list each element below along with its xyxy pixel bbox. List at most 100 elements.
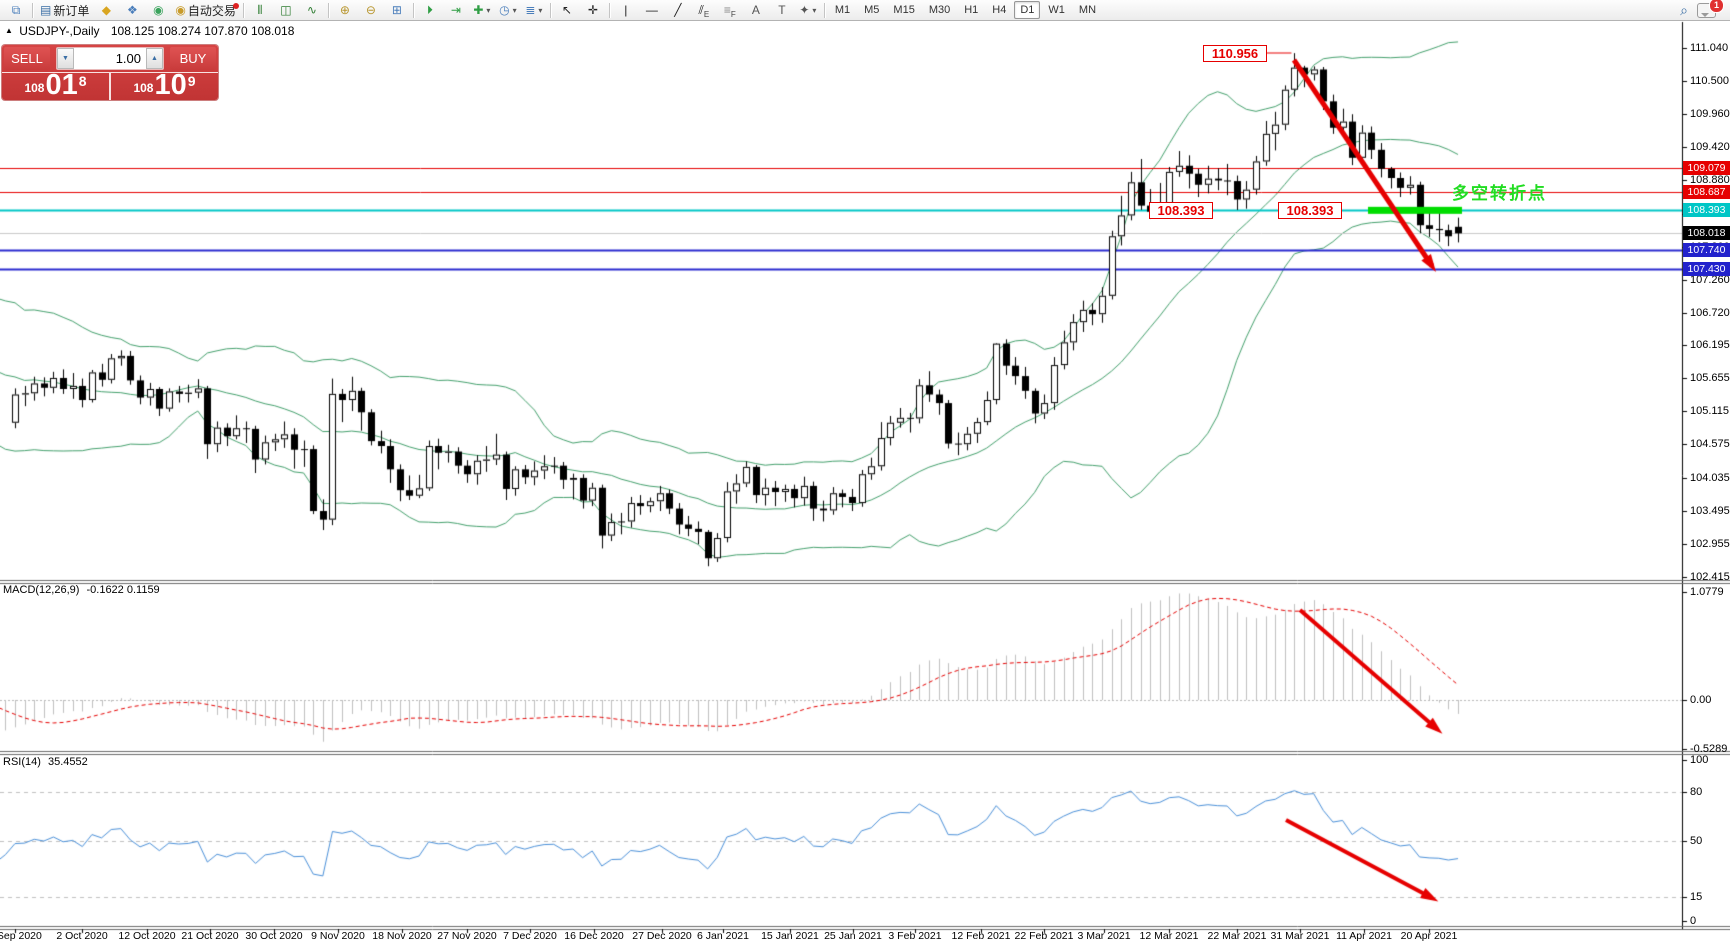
vertical-line-icon[interactable]: |	[614, 1, 638, 20]
sell-button[interactable]: SELL	[4, 47, 50, 70]
toolbar-separator	[32, 2, 33, 18]
rsi-scale-label: 80	[1690, 786, 1703, 799]
date-axis-label: 7 Dec 2020	[503, 930, 557, 942]
indicators-dropdown: ≣	[525, 3, 536, 17]
arrows-dropdown: ✦	[799, 3, 810, 17]
price-axis-tick: 111.040	[1690, 42, 1729, 54]
turning-point-annotation[interactable]: 多空转折点	[1452, 184, 1547, 203]
level-price-label[interactable]: 108.393	[1278, 202, 1342, 219]
date-axis-label: 12 Feb 2021	[951, 930, 1011, 942]
price-badge: 108.393	[1683, 203, 1730, 218]
chat-icon[interactable]: 1	[1697, 0, 1724, 18]
metaeditor-icon[interactable]: ◆	[94, 1, 118, 20]
crosshair-icon: ✛	[587, 3, 598, 17]
price-axis-tick: 105.115	[1690, 405, 1729, 418]
timeframe-h1[interactable]: H1	[964, 4, 979, 16]
price-axis-tick: 106.195	[1690, 339, 1730, 352]
new-order-button[interactable]: ▤ 新订单	[37, 1, 92, 20]
timeframe-w1[interactable]: W1	[1048, 4, 1065, 16]
toolbar-separator	[412, 2, 414, 18]
rsi-scale-label: 0	[1690, 915, 1697, 927]
timeframe-mn[interactable]: MN	[1078, 4, 1097, 16]
lot-size-input[interactable]: 1.00	[74, 48, 146, 69]
trendline-icon[interactable]: ╱	[666, 1, 690, 20]
date-axis-label: 22 Mar 2021	[1207, 930, 1267, 942]
zoom-out-icon[interactable]: ⊖	[359, 1, 383, 20]
fibonacci-icon: ≡	[723, 3, 731, 17]
date-axis-label: 11 Apr 2021	[1336, 930, 1392, 942]
toolbar-separator	[608, 2, 610, 18]
buy-price-big-figure: 108	[133, 81, 154, 95]
tile-windows-icon[interactable]: ⊞	[385, 1, 409, 20]
rsi-indicator-label: RSI(14) 35.4552	[3, 756, 88, 768]
candlestick-chart-icon[interactable]: ◫	[274, 1, 298, 20]
bar-chart-icon[interactable]: ⦀	[248, 1, 272, 20]
text-label-icon: T	[778, 3, 786, 17]
level-price-label[interactable]: 108.393	[1149, 202, 1213, 219]
line-chart-icon: ∿	[306, 3, 317, 17]
period-dropdown[interactable]: ◷ ▾	[496, 1, 520, 20]
rsi-name: RSI(14)	[3, 756, 41, 768]
chart-shift-icon[interactable]: ⇥	[444, 1, 468, 20]
rsi-scale-label: 100	[1690, 754, 1709, 766]
horizontal-line-icon[interactable]: —	[640, 1, 664, 20]
chevron-down-icon: ▾	[512, 5, 517, 15]
date-axis-label: 16 Dec 2020	[564, 930, 624, 942]
chevron-down-icon: ▾	[538, 5, 543, 15]
toolbar-separator	[549, 2, 551, 18]
text-icon[interactable]: A	[744, 1, 768, 20]
community-icon[interactable]: ❖	[120, 1, 144, 20]
date-axis-label: 27 Dec 2020	[632, 930, 692, 942]
macd-indicator-label: MACD(12,26,9) -0.1622 0.1159	[3, 584, 160, 596]
crosshair-icon[interactable]: ✛	[581, 1, 605, 20]
lot-decrease-button[interactable]: ▼	[57, 48, 74, 69]
profiles-icon: ⧉	[11, 3, 21, 17]
timeframe-m15[interactable]: M15	[893, 4, 915, 16]
auto-scroll-icon[interactable]: ⏵	[418, 1, 442, 20]
line-chart-icon[interactable]: ∿	[300, 1, 324, 20]
date-axis-label: 3 Mar 2021	[1077, 930, 1131, 942]
price-axis-tick: 110.500	[1690, 75, 1729, 88]
new-chart-dropdown[interactable]: ✚ ▾	[470, 1, 494, 20]
zoom-in-icon[interactable]: ⊕	[333, 1, 357, 20]
buy-button[interactable]: BUY	[170, 47, 216, 70]
sell-price-big-figure: 108	[24, 81, 45, 95]
timeframe-m30[interactable]: M30	[928, 4, 951, 16]
cursor-icon: ↖	[561, 3, 572, 17]
profiles-icon[interactable]: ⧉	[4, 1, 28, 20]
timeframe-d1[interactable]: D1	[1014, 1, 1041, 19]
price-badge: 108.018	[1683, 226, 1730, 241]
text-label-icon[interactable]: T	[770, 1, 794, 20]
new-chart-dropdown: ✚	[473, 3, 484, 17]
fibonacci-icon[interactable]: ≡ F	[718, 1, 742, 20]
cursor-icon[interactable]: ↖	[555, 1, 579, 20]
collapse-marker-icon[interactable]: ▲	[5, 26, 13, 35]
signals-icon[interactable]: ◉	[146, 1, 170, 20]
buy-price[interactable]: 108 10 9	[111, 69, 218, 101]
date-axis-label: 3 Feb 2021	[888, 930, 942, 942]
buy-price-pips: 10	[154, 69, 187, 101]
sell-price[interactable]: 108 01 8	[2, 71, 109, 100]
main-toolbar: ⧉ ▤ 新订单 ◆ ❖ ◉ ◉ 自动交易 ⦀ ◫ ∿ ⊕ ⊖ ⊞ ⏵ ⇥ ✚ ▾ ◷ ▾ ≣ ▾ ↖ ✛ | — ╱ ⫽ E ≡ F A T ✦ ▾…	[0, 0, 1730, 21]
lot-increase-button[interactable]: ▲	[146, 48, 163, 69]
indicators-dropdown[interactable]: ≣ ▾	[522, 1, 546, 20]
equidistant-channel-icon: ⫽	[698, 3, 704, 17]
search-icon[interactable]: ⌕	[1680, 1, 1688, 18]
autotrading-button[interactable]: ◉ 自动交易	[172, 1, 239, 20]
equidistant-channel-icon[interactable]: ⫽ E	[692, 1, 716, 20]
sell-price-point: 8	[78, 73, 87, 89]
peak-price-label[interactable]: 110.956	[1203, 45, 1267, 62]
date-axis-label: 18 Nov 2020	[372, 930, 432, 942]
timeframe-h4[interactable]: H4	[992, 4, 1007, 16]
arrows-dropdown[interactable]: ✦ ▾	[796, 1, 820, 20]
price-badge: 107.430	[1683, 262, 1730, 277]
timeframe-m1[interactable]: M1	[834, 4, 851, 16]
price-axis-tick: 106.720	[1690, 306, 1730, 319]
price-axis-tick: 102.415	[1690, 570, 1730, 583]
price-badge: 109.079	[1683, 161, 1730, 176]
community-icon: ❖	[126, 3, 138, 17]
rsi-scale-label: 50	[1690, 834, 1703, 847]
timeframe-m5[interactable]: M5	[864, 4, 880, 16]
